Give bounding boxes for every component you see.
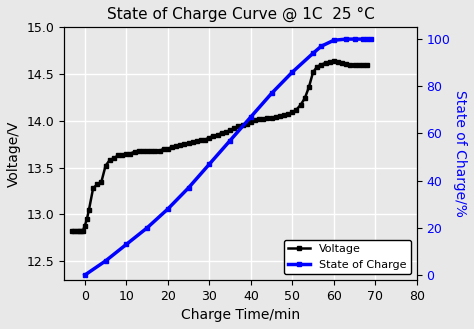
- X-axis label: Charge Time/min: Charge Time/min: [181, 308, 300, 322]
- Voltage: [84, 217, 90, 221]
- Voltage: [161, 147, 166, 151]
- Voltage: [252, 118, 258, 122]
- State of Charge: [186, 186, 191, 190]
- Y-axis label: State of Charge/%: State of Charge/%: [453, 90, 467, 217]
- Voltage: [331, 59, 337, 63]
- Y-axis label: Voltage/V: Voltage/V: [7, 120, 21, 187]
- Voltage: [302, 96, 308, 100]
- State of Charge: [343, 37, 349, 41]
- State of Charge: [310, 51, 316, 55]
- Legend: Voltage, State of Charge: Voltage, State of Charge: [284, 240, 411, 274]
- Line: State of Charge: State of Charge: [83, 37, 373, 277]
- State of Charge: [103, 259, 109, 263]
- Title: State of Charge Curve @ 1C  25 °C: State of Charge Curve @ 1C 25 °C: [107, 7, 374, 22]
- Voltage: [215, 133, 220, 137]
- State of Charge: [82, 273, 88, 277]
- State of Charge: [352, 37, 357, 41]
- State of Charge: [227, 139, 233, 142]
- State of Charge: [165, 207, 171, 211]
- State of Charge: [364, 37, 370, 41]
- State of Charge: [124, 242, 129, 246]
- State of Charge: [248, 115, 254, 119]
- Voltage: [260, 117, 266, 121]
- State of Charge: [144, 226, 150, 230]
- State of Charge: [331, 38, 337, 42]
- State of Charge: [319, 44, 324, 48]
- State of Charge: [269, 91, 274, 95]
- State of Charge: [290, 70, 295, 74]
- Voltage: [70, 229, 75, 233]
- State of Charge: [360, 37, 366, 41]
- Voltage: [364, 63, 370, 67]
- State of Charge: [368, 37, 374, 41]
- Line: Voltage: Voltage: [71, 59, 369, 233]
- State of Charge: [207, 162, 212, 166]
